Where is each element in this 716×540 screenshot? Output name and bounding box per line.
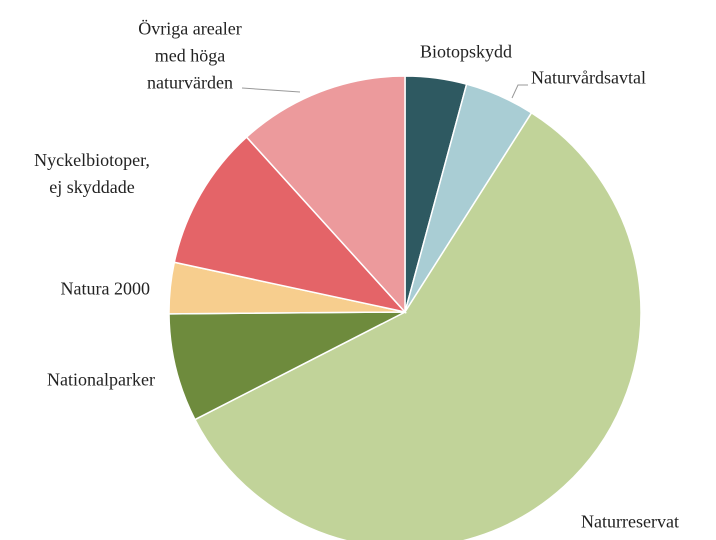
- slice-label: Natura 2000: [60, 278, 150, 299]
- slice-label: Naturreservat: [581, 511, 679, 532]
- pie-slice: [168, 311, 406, 421]
- pie-slice: [245, 75, 406, 314]
- slice-label: Övriga arealer med höga naturvärden: [138, 18, 242, 93]
- slice-label: Nyckelbiotoper, ej skyddade: [34, 150, 150, 197]
- slice-label: Naturvårdsavtal: [531, 67, 646, 88]
- pie-slice: [193, 111, 642, 540]
- pie-slice: [173, 136, 408, 314]
- leader-line: [241, 87, 301, 93]
- slice-label: Nationalparker: [47, 369, 155, 390]
- leader-line: [511, 84, 528, 99]
- slice-label: Biotopskydd: [419, 41, 513, 62]
